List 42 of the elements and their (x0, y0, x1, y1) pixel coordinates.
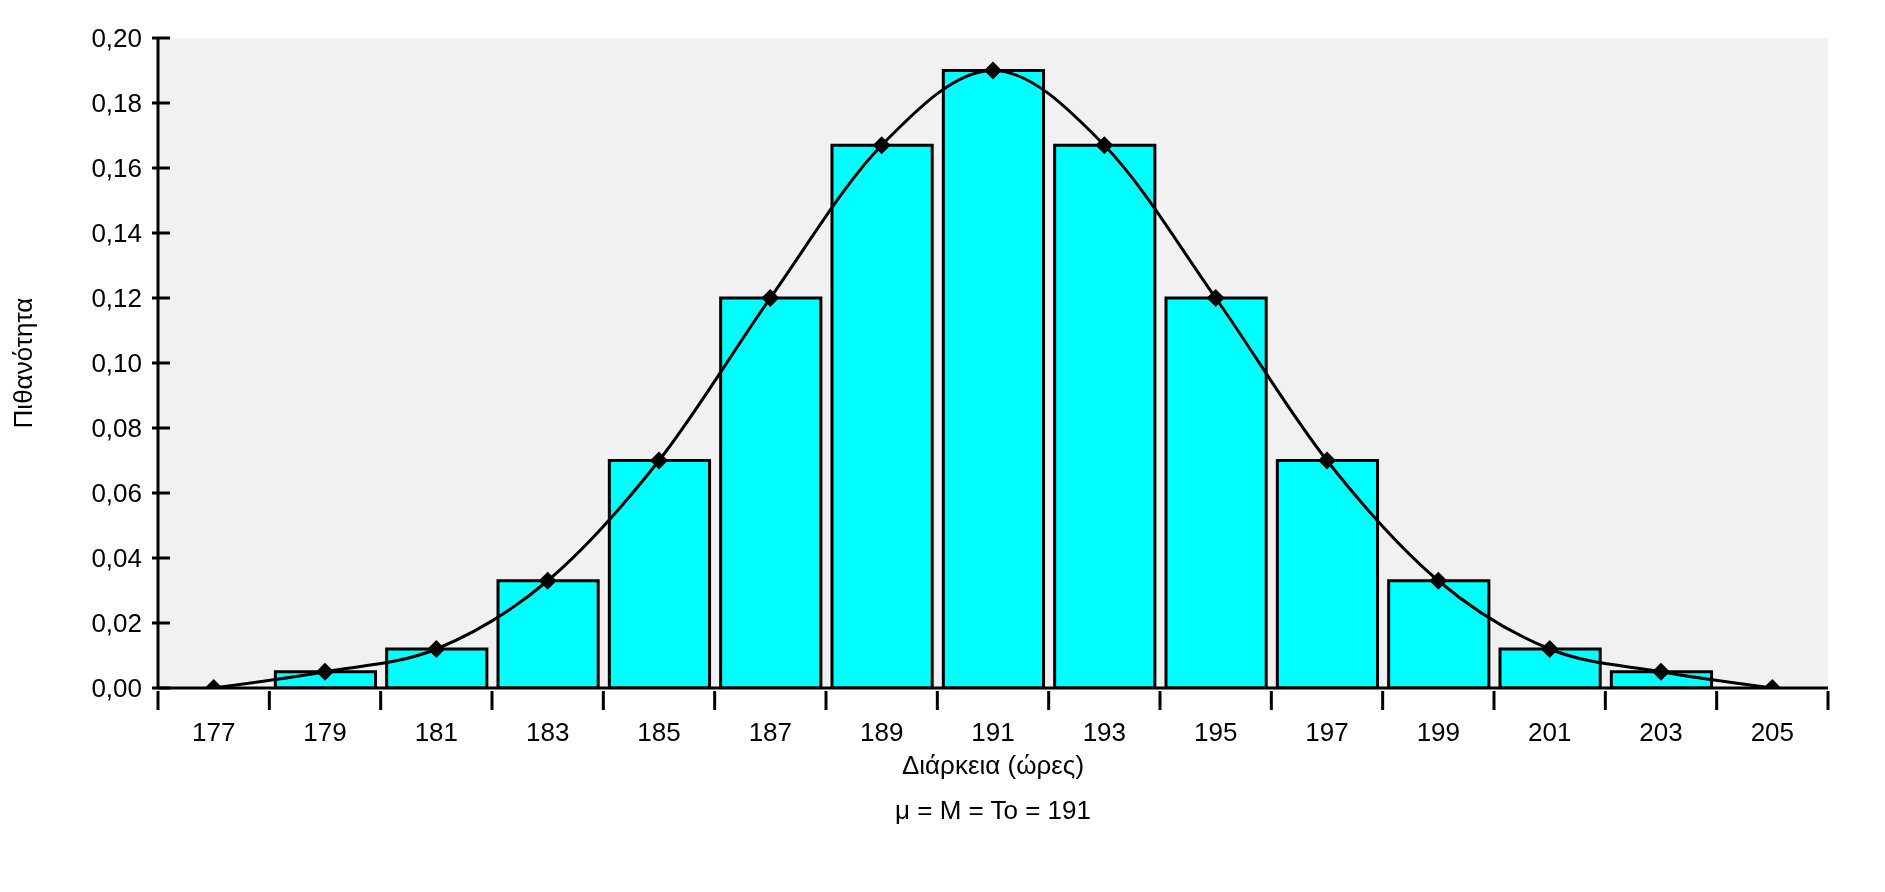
x-tick-label: 181 (414, 717, 459, 747)
x-tick-label: 189 (859, 717, 904, 747)
y-tick-label: 0,06 (91, 478, 142, 508)
point (538, 571, 557, 590)
y-tick-label: 0,10 (91, 348, 142, 378)
point (1429, 571, 1448, 590)
x-tick-label: 197 (1305, 717, 1349, 747)
point (1206, 289, 1225, 307)
y-tick-label: 0,00 (91, 673, 142, 703)
x-tick-label: 177 (191, 717, 236, 747)
point (427, 640, 446, 658)
x-tick-label: 203 (1639, 717, 1683, 747)
x-tick-label: 183 (525, 717, 570, 747)
y-tick-label: 0,14 (91, 218, 142, 248)
point (316, 662, 334, 681)
y-axis-title: Πιθανότητα (8, 297, 39, 429)
y-tick-label: 0,18 (91, 88, 142, 118)
point (1095, 136, 1114, 155)
y-tick-label: 0,12 (91, 283, 142, 313)
point (1652, 662, 1670, 681)
x-tick-label: 201 (1527, 717, 1572, 747)
x-tick-label: 179 (303, 717, 347, 747)
x-axis-title: Διάρκεια (ώρες) (900, 750, 1086, 781)
x-tick-label: 205 (1750, 717, 1795, 747)
point (650, 451, 668, 470)
x-tick-label: 187 (748, 717, 793, 747)
point (984, 61, 1002, 80)
x-tick-label: 191 (971, 717, 1015, 747)
point (761, 289, 780, 307)
y-tick-label: 0,02 (91, 608, 142, 638)
x-tick-label: 185 (637, 717, 681, 747)
point (1540, 640, 1559, 658)
x-tick-label: 193 (1082, 717, 1127, 747)
point (1318, 451, 1336, 470)
y-tick-label: 0,16 (91, 153, 142, 183)
y-tick-label: 0,08 (91, 413, 142, 443)
x-tick-label: 195 (1193, 717, 1238, 747)
y-tick-label: 0,04 (91, 543, 142, 573)
y-tick-label: 0,20 (91, 23, 142, 53)
text: μ = M = To = 191 (894, 795, 1092, 826)
x-tick-label: 199 (1416, 717, 1461, 747)
point (872, 136, 891, 155)
